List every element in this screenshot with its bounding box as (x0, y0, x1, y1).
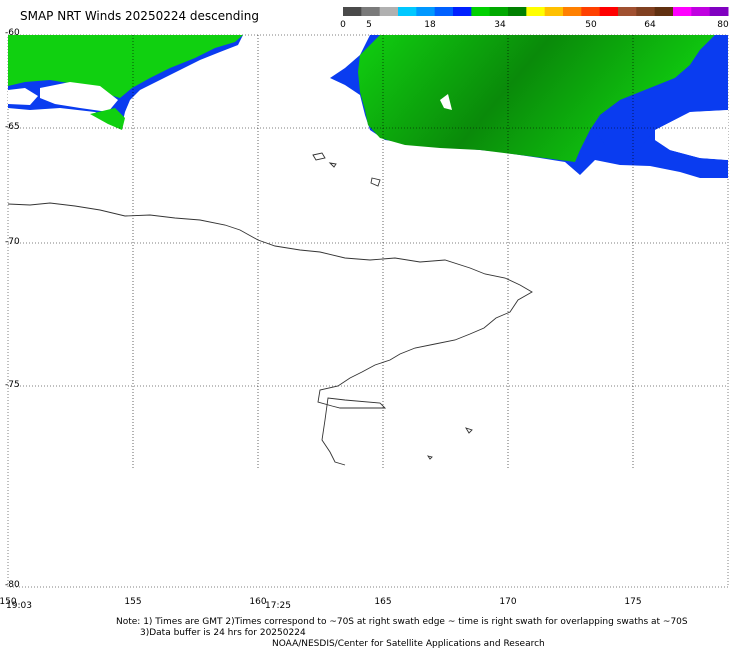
colorbar-segment (379, 7, 399, 16)
map-frame (7, 34, 729, 588)
colorbar-label: 5 (366, 20, 372, 30)
note-line: NOAA/NESDIS/Center for Satellite Applica… (272, 639, 545, 649)
lat-label: -65 (5, 122, 20, 132)
lat-label: -60 (5, 28, 20, 38)
colorbar-segment (544, 7, 564, 16)
lat-label: -80 (5, 580, 20, 590)
lon-label: 150 (0, 597, 17, 607)
colorbar-label: 18 (424, 20, 436, 30)
colorbar-segment (673, 7, 692, 16)
colorbar-label: 50 (585, 20, 597, 30)
swath-time: 17:25 (265, 601, 291, 611)
colorbar-segment (563, 7, 582, 16)
lon-label: 175 (624, 597, 642, 607)
colorbar-segment (416, 7, 436, 16)
lon-label: 155 (124, 597, 142, 607)
lat-label: -75 (5, 380, 20, 390)
lat-label: -70 (5, 237, 20, 247)
colorbar-segment (654, 7, 674, 16)
colorbar-segment (691, 7, 711, 16)
map-title: SMAP NRT Winds 20250224 descending (20, 9, 259, 23)
lon-label: 170 (499, 597, 517, 607)
swath-time: 19:03 (6, 601, 32, 611)
wind-swath-right (330, 35, 728, 178)
graticule (8, 35, 728, 468)
colorbar-segment (526, 7, 546, 16)
colorbar-segment (471, 7, 491, 16)
note-line: Note: 1) Times are GMT 2)Times correspon… (116, 617, 688, 627)
colorbar-segment (361, 7, 381, 16)
colorbar-segment (453, 7, 472, 16)
colorbar-segment (581, 7, 601, 16)
colorbar-segment (508, 7, 527, 16)
colorbar-segment (489, 7, 509, 16)
coastline (7, 152, 533, 466)
colorbar-label: 64 (644, 20, 656, 30)
colorbar (343, 7, 729, 16)
colorbar-segment (343, 7, 362, 16)
wind-swath-left (8, 35, 243, 130)
colorbar-label: 80 (717, 20, 729, 30)
colorbar-label: 34 (494, 20, 506, 30)
colorbar-segment (618, 7, 637, 16)
note-line: 3)Data buffer is 24 hrs for 20250224 (140, 628, 306, 638)
colorbar-segment (398, 7, 417, 16)
colorbar-segment (636, 7, 656, 16)
colorbar-segment (709, 7, 729, 16)
colorbar-label: 0 (340, 20, 346, 30)
lon-label: 165 (374, 597, 392, 607)
colorbar-segment (599, 7, 619, 16)
colorbar-segment (434, 7, 454, 16)
lon-label: 160 (249, 597, 267, 607)
